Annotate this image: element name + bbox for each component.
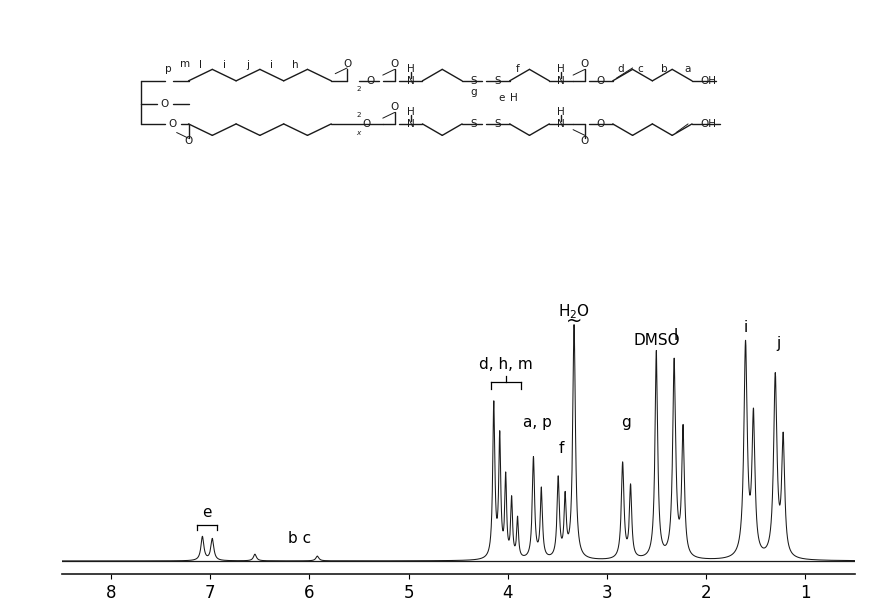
Text: c: c — [638, 65, 643, 74]
Text: $_2$: $_2$ — [356, 110, 362, 120]
Text: $_x$: $_x$ — [356, 127, 362, 138]
Text: O: O — [581, 59, 589, 69]
Text: S: S — [470, 119, 478, 129]
Text: e: e — [203, 505, 212, 520]
Text: p: p — [166, 65, 172, 74]
Text: H: H — [407, 65, 414, 74]
Text: N: N — [558, 119, 565, 129]
Text: O: O — [390, 102, 399, 112]
Text: O: O — [366, 76, 375, 86]
Text: $_2$: $_2$ — [356, 84, 362, 94]
Text: m: m — [180, 59, 189, 69]
Text: O: O — [160, 99, 169, 109]
Text: H$_2$O: H$_2$O — [558, 302, 590, 321]
Text: j: j — [776, 336, 781, 351]
Text: ~: ~ — [566, 312, 582, 331]
Text: f: f — [559, 441, 564, 456]
Text: f: f — [515, 65, 520, 74]
Text: H: H — [407, 108, 414, 117]
Text: i: i — [744, 320, 748, 335]
Text: h: h — [292, 60, 299, 70]
Text: l: l — [199, 60, 202, 70]
Text: O: O — [596, 76, 605, 86]
Text: OH: OH — [700, 76, 716, 86]
Text: g: g — [470, 87, 478, 97]
Text: l: l — [674, 328, 678, 343]
Text: O: O — [184, 136, 193, 146]
Text: S: S — [494, 76, 501, 86]
Text: g: g — [621, 414, 631, 429]
Text: j: j — [247, 60, 249, 70]
Text: O: O — [390, 59, 399, 69]
Text: d, h, m: d, h, m — [478, 357, 533, 372]
Text: d: d — [618, 65, 624, 74]
Text: S: S — [494, 119, 501, 129]
Text: DMSO: DMSO — [633, 333, 679, 348]
Text: O: O — [343, 59, 352, 69]
Text: N: N — [407, 76, 414, 86]
Text: H: H — [510, 93, 517, 103]
Text: e: e — [499, 93, 505, 103]
Text: O: O — [168, 119, 177, 129]
Text: b: b — [661, 65, 668, 74]
Text: H: H — [558, 65, 565, 74]
Text: H: H — [558, 108, 565, 117]
Text: S: S — [470, 76, 478, 86]
Text: O: O — [581, 136, 589, 146]
Text: OH: OH — [700, 119, 716, 129]
Text: N: N — [558, 76, 565, 86]
Text: a: a — [685, 65, 692, 74]
Text: O: O — [596, 119, 605, 129]
Text: a, p: a, p — [523, 414, 552, 429]
Text: N: N — [407, 119, 414, 129]
Text: O: O — [363, 119, 371, 129]
Text: b c: b c — [288, 532, 311, 547]
X-axis label: ppm: ppm — [823, 594, 862, 598]
Text: i: i — [270, 60, 273, 70]
Text: i: i — [223, 60, 226, 70]
